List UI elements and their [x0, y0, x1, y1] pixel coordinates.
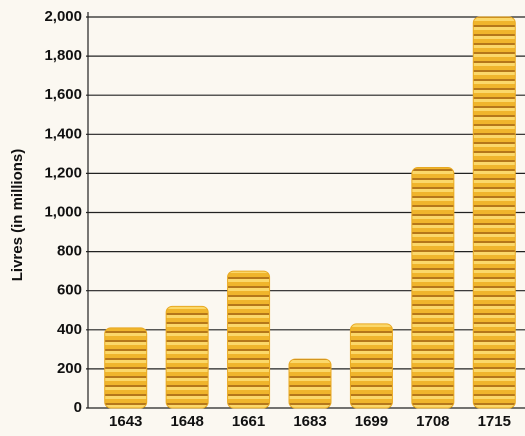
x-tick-label: 1661 — [232, 413, 265, 430]
x-tick-label: 1715 — [478, 413, 511, 430]
y-tick-label: 1,000 — [44, 203, 82, 220]
y-tick-label: 2,000 — [44, 8, 82, 25]
x-tick-label: 1708 — [416, 413, 449, 430]
y-axis-label: Livres (in millions) — [9, 149, 26, 282]
x-tick-label: 1683 — [293, 413, 326, 430]
bar — [411, 167, 455, 409]
x-tick-label: 1699 — [355, 413, 388, 430]
bar — [227, 270, 271, 409]
y-tick-label: 400 — [57, 321, 82, 338]
bar — [472, 16, 516, 409]
y-tick-label: 1,200 — [44, 164, 82, 181]
bar — [288, 358, 332, 409]
y-tick-label: 800 — [57, 243, 82, 260]
y-tick-label: 200 — [57, 360, 82, 377]
x-tick-label: 1643 — [109, 413, 142, 430]
bar — [104, 327, 148, 409]
y-tick-label: 1,600 — [44, 86, 82, 103]
y-tick-label: 1,800 — [44, 47, 82, 64]
x-tick-label: 1648 — [170, 413, 203, 430]
y-tick-label: 1,400 — [44, 125, 82, 142]
bar — [349, 323, 393, 409]
y-tick-label: 0 — [74, 399, 82, 416]
y-tick-label: 600 — [57, 282, 82, 299]
bar — [165, 305, 209, 409]
